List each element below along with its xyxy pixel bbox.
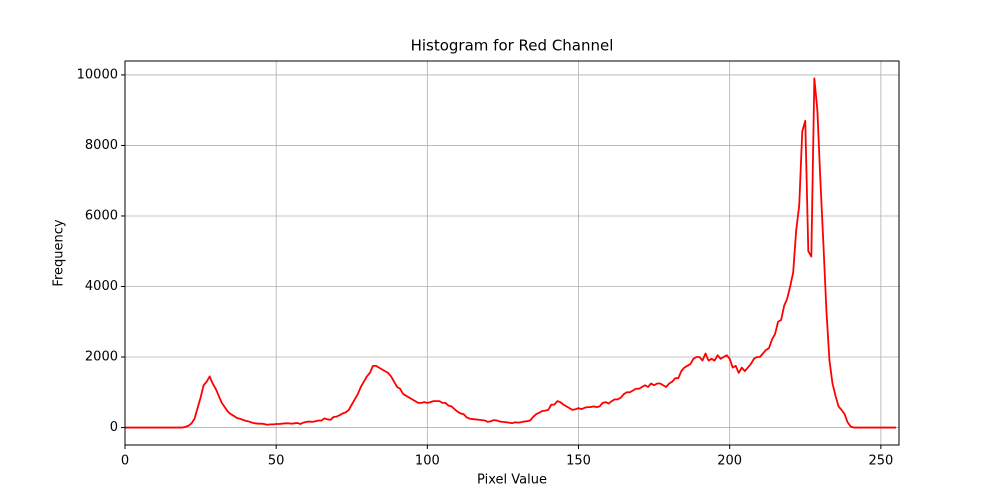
chart-title: Histogram for Red Channel <box>411 37 614 55</box>
x-tick-label: 0 <box>121 454 129 469</box>
x-tick-label: 200 <box>717 454 742 469</box>
data-line <box>125 77 896 429</box>
y-tick-label: 4000 <box>85 279 118 294</box>
x-tick-label: 50 <box>268 454 285 469</box>
y-tick-label: 10000 <box>77 67 118 82</box>
plot-frame <box>124 60 900 446</box>
y-tick-label: 6000 <box>85 208 118 223</box>
x-axis-label: Pixel Value <box>477 473 547 488</box>
x-tick-label: 250 <box>868 454 893 469</box>
y-axis-label: Frequency <box>52 219 67 286</box>
y-tick-label: 0 <box>110 420 118 435</box>
x-tick-label: 150 <box>566 454 591 469</box>
x-tick-label: 100 <box>415 454 440 469</box>
y-tick-label: 2000 <box>85 350 118 365</box>
y-tick-label: 8000 <box>85 138 118 153</box>
